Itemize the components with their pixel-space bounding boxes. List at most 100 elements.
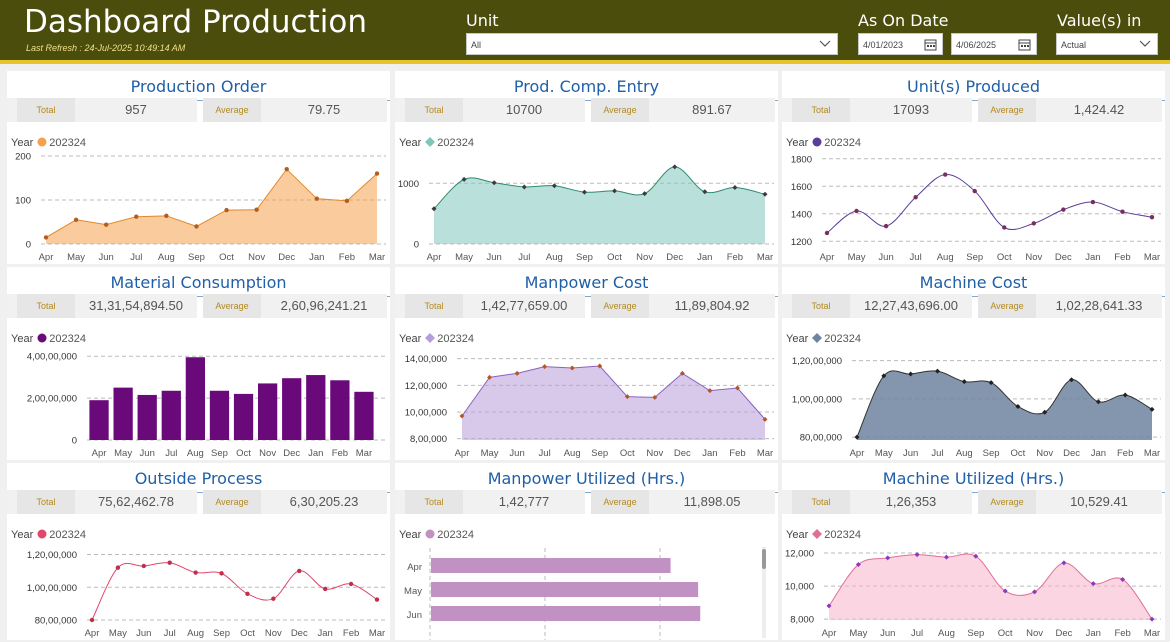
values-select[interactable]: Actual: [1056, 33, 1158, 55]
x-tick-label: Sep: [576, 252, 593, 263]
legend-marker-icon: [37, 137, 49, 149]
data-point: [1095, 399, 1101, 405]
bar: [431, 606, 701, 621]
card-title: Machine Cost: [919, 273, 1028, 292]
title-divider: [395, 492, 778, 493]
chart-area[interactable]: 80,00,000 1,00,00,000 1,20,00,000 Apr May Jun…: [7, 543, 390, 640]
chart-legend[interactable]: Year 202324: [11, 333, 86, 345]
legend-year-label: Year: [11, 529, 34, 541]
data-point: [732, 185, 738, 191]
y-tick-label: 200: [15, 152, 31, 163]
title-divider: [7, 296, 390, 297]
chart-area[interactable]: 80,00,000 1,00,00,000 1,20,00,000 Apr May Jun…: [782, 347, 1165, 460]
data-point: [245, 591, 250, 597]
data-point: [943, 554, 949, 560]
date-from-input[interactable]: 4/01/2023: [858, 33, 943, 55]
average-stat: Average 79.75: [203, 98, 387, 122]
data-point: [1149, 406, 1155, 412]
total-value: 1,26,353: [885, 494, 937, 509]
bar: [185, 357, 206, 440]
data-point: [141, 563, 147, 569]
x-tick-label: Oct: [1011, 448, 1026, 459]
x-tick-label: Sep: [213, 628, 230, 639]
legend-year-label: Year: [11, 137, 34, 149]
chart-area[interactable]: 8,000 10,000 12,000 Apr May Jun Jul Aug Sep Oct No…: [782, 543, 1165, 640]
y-tick-label: 10,00,000: [405, 408, 447, 419]
x-tick-label: May: [848, 252, 866, 263]
average-stat: Average 10,529.41: [978, 490, 1162, 514]
data-point: [491, 180, 497, 186]
chart-legend[interactable]: Year 202324: [11, 137, 86, 149]
chart-legend[interactable]: Year 202324: [786, 529, 861, 541]
bar: [257, 383, 278, 440]
calendar-icon[interactable]: [1018, 38, 1031, 51]
x-tick-label: Dec: [1063, 448, 1080, 459]
data-point: [1149, 616, 1155, 622]
total-label: Total: [792, 490, 850, 514]
data-point: [1149, 214, 1155, 220]
data-point: [612, 188, 618, 194]
chart-area[interactable]: 0 100 200 Apr May Jun Jul Aug Sep Oct Nov Dec Jan Feb…: [7, 151, 390, 264]
series-line: [91, 562, 378, 621]
data-point: [883, 223, 889, 229]
chart-area[interactable]: 0 1000 Apr May Jun Jul Aug Sep Oct Nov Dec Jan Feb Ma…: [395, 151, 778, 264]
last-refresh: Last Refresh : 24-Jul-2025 10:49:14 AM: [26, 43, 186, 53]
chart-legend[interactable]: Year 202324: [399, 529, 474, 541]
card-title: Unit(s) Produced: [907, 77, 1040, 96]
unit-select[interactable]: All: [466, 33, 838, 55]
total-stat: Total 12,27,43,696.00: [782, 294, 972, 318]
x-tick-label: Nov: [1036, 448, 1053, 459]
legend-marker-icon: [812, 529, 824, 541]
title-divider: [395, 296, 778, 297]
x-tick-label: Mar: [356, 448, 372, 459]
total-value: 1,42,777: [498, 494, 550, 509]
average-value: 11,898.05: [683, 494, 741, 509]
y-tick-label: 0: [414, 240, 419, 251]
chart-legend[interactable]: Year 202324: [786, 137, 861, 149]
tick-label: May: [404, 586, 422, 597]
chart-legend[interactable]: Year 202324: [399, 333, 474, 345]
average-label: Average: [978, 98, 1036, 122]
card-manpower-cost: Manpower Cost Total 1,42,77,659.00 Avera…: [395, 267, 778, 460]
date-label: As On Date: [858, 11, 949, 30]
x-tick-label: Aug: [938, 628, 955, 639]
scrollbar-thumb[interactable]: [762, 549, 766, 569]
x-tick-label: May: [849, 628, 867, 639]
total-value: 957: [125, 102, 147, 117]
x-tick-label: Aug: [187, 628, 204, 639]
chart-area[interactable]: 8,00,000 10,00,000 12,00,000 14,00,000 Apr Ma…: [395, 347, 778, 460]
tick-label: Apr: [407, 562, 422, 573]
x-tick-label: Sep: [967, 628, 984, 639]
chart-legend[interactable]: Year 202324: [786, 333, 861, 345]
bar: [233, 393, 254, 440]
chart-legend[interactable]: Year 202324: [399, 137, 474, 149]
x-tick-label: Jul: [164, 628, 176, 639]
date-to-value: 4/06/2025: [956, 40, 997, 50]
x-tick-label: Jun: [880, 628, 895, 639]
chart-area[interactable]: 0 2,00,00,000 4,00,00,000 Apr May Jun Jul Aug Se…: [7, 347, 390, 460]
data-point: [374, 597, 380, 602]
title-divider: [782, 296, 1165, 297]
x-tick-label: Jul: [539, 448, 551, 459]
data-point: [1120, 209, 1125, 214]
chart-area[interactable]: Apr May Jun: [395, 543, 778, 640]
total-label: Total: [792, 294, 850, 318]
total-stat: Total 1,42,77,659.00: [395, 294, 585, 318]
average-value: 2,60,96,241.21: [280, 298, 368, 313]
chart-legend[interactable]: Year 202324: [11, 529, 86, 541]
average-value: 891.67: [692, 102, 732, 117]
chart-area[interactable]: 1200 1400 1600 1800 Apr May Jun Jul Aug Sep Oct Nov…: [782, 151, 1165, 264]
data-point: [1069, 377, 1075, 383]
x-tick-label: Apr: [455, 448, 470, 459]
y-tick-label: 1200: [791, 237, 812, 248]
date-to-input[interactable]: 4/06/2025: [951, 33, 1037, 55]
calendar-icon[interactable]: [924, 38, 937, 51]
total-stat: Total 31,31,54,894.50: [7, 294, 197, 318]
x-tick-label: Sep: [983, 448, 1000, 459]
x-tick-label: Nov: [646, 448, 663, 459]
x-tick-label: May: [455, 252, 473, 263]
data-point: [314, 196, 320, 201]
x-tick-label: Apr: [85, 628, 100, 639]
x-tick-label: Aug: [187, 448, 204, 459]
average-label: Average: [203, 294, 261, 318]
